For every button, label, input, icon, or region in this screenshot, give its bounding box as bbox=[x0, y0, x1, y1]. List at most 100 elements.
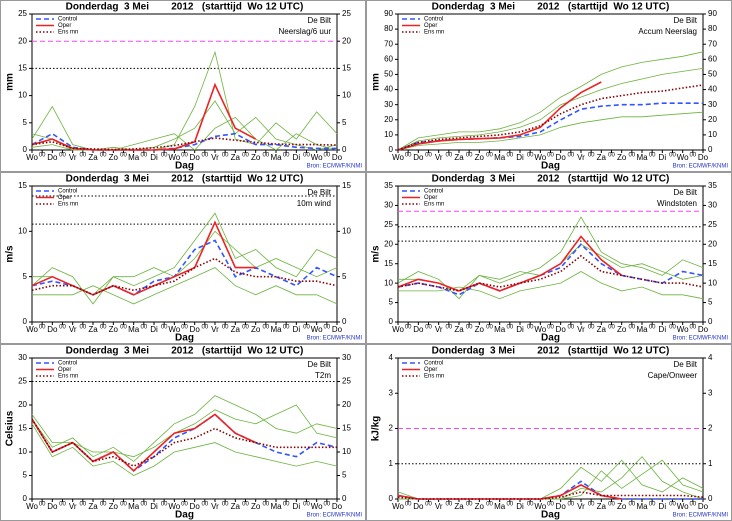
x-axis-label: Dag bbox=[175, 161, 194, 172]
x-tick-label: Wo bbox=[392, 325, 404, 334]
x-tick-label: Do bbox=[47, 153, 58, 162]
x-tick-label: Do bbox=[698, 325, 709, 334]
y-tick-label: 10 bbox=[384, 130, 393, 139]
x-tick-label: 00 bbox=[140, 325, 147, 331]
x-tick-label: 00 bbox=[547, 153, 554, 159]
chart-title: Donderdag 3 Mei 2012 (starttijd Wo 12 UT… bbox=[66, 346, 304, 357]
x-tick-label: Do bbox=[332, 153, 343, 162]
x-tick-label: 00 bbox=[649, 153, 656, 159]
x-tick-label: 00 bbox=[669, 502, 676, 508]
source-label: Bron: ECMWF/KNMI bbox=[673, 513, 729, 519]
x-tick-label: Zo bbox=[251, 153, 261, 162]
chart-title: Donderdag 3 Mei 2012 (starttijd Wo 12 UT… bbox=[432, 346, 670, 357]
x-tick-label: Do bbox=[698, 502, 709, 511]
y2-tick-label: 70 bbox=[708, 39, 717, 48]
y2-tick-label: 40 bbox=[708, 85, 717, 94]
member-line bbox=[32, 267, 338, 305]
member-line bbox=[31, 212, 338, 305]
y-tick-label: 0 bbox=[389, 145, 394, 154]
x-tick-label: 00 bbox=[506, 325, 513, 331]
series-line bbox=[397, 235, 623, 292]
y2-tick-label: 1 bbox=[708, 459, 713, 468]
x-tick-label: 00 bbox=[161, 153, 168, 159]
y2-tick-label: 15 bbox=[342, 181, 351, 190]
x-tick-label: 00 bbox=[120, 325, 127, 331]
x-tick-label: Di bbox=[659, 325, 667, 334]
y-axis-label: mm bbox=[371, 73, 382, 91]
panel-frame bbox=[0, 0, 366, 172]
y-tick-label: 10 bbox=[384, 278, 393, 287]
x-tick-label: Do bbox=[556, 153, 567, 162]
x-tick-label: 00 bbox=[79, 153, 86, 159]
y-tick-label: 1 bbox=[389, 459, 394, 468]
x-tick-label: 00 bbox=[201, 502, 208, 508]
x-axis-label: Dag bbox=[175, 510, 194, 521]
x-tick-label: 00 bbox=[466, 502, 473, 508]
x-tick-label: 00 bbox=[628, 502, 635, 508]
x-tick-label: 00 bbox=[181, 502, 188, 508]
x-tick-label: 00 bbox=[527, 502, 534, 508]
x-tick-label: 00 bbox=[649, 325, 656, 331]
series-line bbox=[397, 102, 703, 151]
member-line bbox=[397, 68, 704, 151]
y2-tick-label: 50 bbox=[708, 70, 717, 79]
x-tick-label: 00 bbox=[486, 153, 493, 159]
y-axis-label: Celsius bbox=[5, 410, 16, 446]
x-tick-label: Zo bbox=[475, 502, 485, 511]
y-tick-label: 25 bbox=[18, 377, 27, 386]
x-tick-label: 00 bbox=[140, 502, 147, 508]
y2-tick-label: 0 bbox=[708, 317, 713, 326]
x-tick-label: 00 bbox=[283, 502, 290, 508]
legend-label: Oper bbox=[424, 23, 437, 29]
x-tick-label: 00 bbox=[303, 153, 310, 159]
legend-label: Control bbox=[424, 189, 443, 195]
x-tick-label: 00 bbox=[567, 153, 574, 159]
y2-tick-label: 10 bbox=[708, 130, 717, 139]
variable-label: Cape/Onweer bbox=[648, 371, 698, 380]
y-tick-label: 0 bbox=[23, 494, 28, 503]
y-tick-label: 30 bbox=[18, 353, 27, 362]
x-tick-label: 00 bbox=[547, 325, 554, 331]
x-tick-label: 00 bbox=[39, 325, 46, 331]
x-tick-label: 00 bbox=[79, 502, 86, 508]
x-tick-label: 00 bbox=[59, 325, 66, 331]
y2-tick-label: 30 bbox=[708, 201, 717, 210]
x-tick-label: Do bbox=[556, 502, 567, 511]
y-tick-label: 15 bbox=[18, 181, 27, 190]
x-tick-label: 00 bbox=[445, 325, 452, 331]
y2-tick-label: 15 bbox=[342, 64, 351, 73]
y-tick-label: 4 bbox=[389, 353, 394, 362]
y2-tick-label: 15 bbox=[708, 259, 717, 268]
y2-tick-label: 10 bbox=[342, 91, 351, 100]
series-line bbox=[31, 418, 337, 467]
legend-label: Oper bbox=[424, 367, 437, 373]
x-tick-label: 00 bbox=[445, 502, 452, 508]
source-label: Bron: ECMWF/KNMI bbox=[673, 336, 729, 342]
x-tick-label: Vr bbox=[211, 325, 219, 334]
x-tick-label: 00 bbox=[242, 153, 249, 159]
x-tick-label: 00 bbox=[588, 502, 595, 508]
x-tick-label: Zo bbox=[109, 502, 119, 511]
x-tick-label: 00 bbox=[242, 325, 249, 331]
x-tick-label: Ma bbox=[636, 502, 648, 511]
x-tick-label: Zo bbox=[251, 325, 261, 334]
x-tick-label: 00 bbox=[689, 502, 696, 508]
x-tick-label: 00 bbox=[649, 502, 656, 508]
y-tick-label: 0 bbox=[23, 145, 28, 154]
legend-label: Ens mn bbox=[424, 30, 444, 36]
y2-tick-label: 0 bbox=[708, 145, 713, 154]
x-tick-label: 00 bbox=[669, 325, 676, 331]
chart-title: Donderdag 3 Mei 2012 (starttijd Wo 12 UT… bbox=[432, 2, 670, 13]
x-tick-label: Za bbox=[454, 153, 464, 162]
x-tick-label: Wo bbox=[311, 153, 323, 162]
x-tick-label: 00 bbox=[425, 325, 432, 331]
y2-tick-label: 0 bbox=[342, 494, 347, 503]
y2-tick-label: 20 bbox=[708, 115, 717, 124]
x-tick-label: 00 bbox=[588, 153, 595, 159]
x-tick-label: Do bbox=[190, 325, 201, 334]
x-tick-label: Zo bbox=[617, 325, 627, 334]
y-tick-label: 15 bbox=[384, 259, 393, 268]
y2-tick-label: 25 bbox=[708, 220, 717, 229]
x-tick-label: Wo bbox=[311, 325, 323, 334]
station-label: De Bilt bbox=[307, 360, 331, 369]
